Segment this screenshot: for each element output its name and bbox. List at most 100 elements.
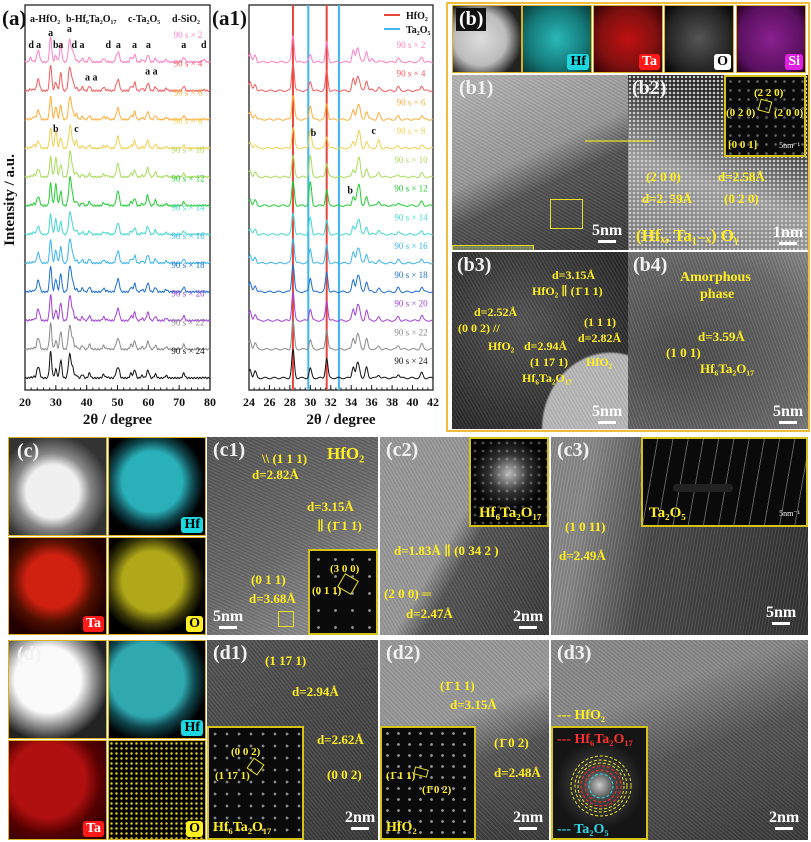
x-tick-label: 70 <box>173 395 185 409</box>
label: (2 2 0) <box>754 87 784 99</box>
panel-label-d1: (d1) <box>213 642 248 664</box>
xrd-trace <box>24 150 211 179</box>
label: (1 17 1) <box>215 770 250 782</box>
panel-label-d: (d) <box>17 643 42 665</box>
phase-label: Hf₆Ta₂O₁₇ <box>213 820 272 835</box>
hrtem-image-c3: (c3) Ta₂O₅ 5nm⁻¹ (1 0 11) d=2.49Å 5nm <box>551 437 808 635</box>
xrd-trace <box>24 294 211 322</box>
eds-map-ta: Ta <box>8 740 107 840</box>
d-spacing-label: d=3.15Å <box>552 268 596 282</box>
scale-bar: 1nm <box>773 225 803 245</box>
eds-map-si: Si <box>736 5 806 73</box>
eds-map-hf: Hf <box>522 5 592 73</box>
peak-annotation: a <box>116 40 121 51</box>
series-label: 90 s × 16 <box>171 231 205 241</box>
hrtem-image-b4: (b4) Amorphous phase d=3.59Å (1 0 1) Hf₆… <box>628 252 808 429</box>
eds-tag-hf: Hf <box>567 54 589 70</box>
plane-label: (0 2 0) <box>724 191 759 206</box>
x-tick-label: 50 <box>112 395 124 409</box>
phase-formula: (Hfₓ, Ta₁₋ₓ) Oᵧ <box>636 226 739 245</box>
label: (1̄ 0 2) <box>422 784 452 796</box>
hrtem-image-b1: (b1) Hf Ta O 5nm <box>452 75 628 250</box>
xrd-trace <box>24 95 211 121</box>
d-spacing-label: d=3.68Å <box>249 591 296 606</box>
peak-annotation: b <box>347 186 353 197</box>
diffraction-rings <box>570 755 632 817</box>
d-spacing-label: d=1.83Å ∥ (0 34 2 ) <box>394 543 499 558</box>
saed-inset-b2: (2 2 0) (0 2 0) (2 0 0) [0 0 1] 5nm⁻¹ <box>724 75 806 157</box>
peak-annotation: d <box>28 40 34 51</box>
peak-annotation: a a <box>85 73 98 84</box>
phase-legend-item: a-HfO₂ <box>30 14 60 25</box>
eds-haadf-image: (b) <box>452 5 522 73</box>
eds-map-ta: Ta <box>8 537 107 635</box>
series-label: 90 s × 24 <box>394 356 428 366</box>
eds-map-o: O <box>108 740 206 840</box>
panel-label-c3: (c3) <box>557 439 590 461</box>
series-label: 90 s × 8 <box>397 126 426 136</box>
xrd-trace <box>248 94 434 121</box>
d-spacing-label: d=2.62Å <box>317 732 364 747</box>
scale-bar: 5nm⁻¹ <box>779 141 800 150</box>
amorphous-label: phase <box>700 287 735 302</box>
hrtem-image-d1: (d1) (1 17 1) d=2.94Å d=2.62Å (0 0 2) (0… <box>207 640 378 840</box>
phase-label: HfO₂ <box>488 339 515 353</box>
x-tick-label: 40 <box>81 395 93 409</box>
series-label: 90 s × 14 <box>394 212 428 222</box>
xrd-charts: 90 s × 2 90 s × 4 90 s × 6 90 s × 8 90 s × 1… <box>2 4 439 428</box>
d-spacing-label: d=2.47Å <box>406 606 453 621</box>
phase-title: HfO₂ <box>327 444 365 463</box>
xrd-trace <box>248 318 434 351</box>
hrtem-image-d3: (d3) --- HfO₂ --- Hf₆Ta₂O₁₇ --- Ta₂O₅ 2n… <box>551 640 808 840</box>
plane-label: (1̄ 1 1) <box>440 678 475 693</box>
x-tick-label: 42 <box>427 395 439 409</box>
phase-label: HfO₂ <box>586 355 613 369</box>
scale-bar: 5nm <box>766 605 796 625</box>
scale-bar: 2nm <box>345 810 375 830</box>
xrd-trace <box>24 65 211 93</box>
panel-label-b3: (b3) <box>457 254 492 276</box>
label: (0 0 2) <box>231 746 261 758</box>
peak-annotation: a <box>67 24 72 35</box>
series-label: 90 s × 18 <box>394 270 428 280</box>
series-label: 90 s × 8 <box>174 116 203 126</box>
saed-inset-d2: (1̄ 1 1) (1̄ 0 2) HfO₂ <box>380 726 476 840</box>
peak-annotation: d <box>201 40 207 51</box>
x-tick-label: 32 <box>325 395 337 409</box>
plane-label: (1 17 1) <box>530 355 568 369</box>
phase-legend-item: b-Hf₆Ta₂O₁₇ <box>66 14 117 25</box>
series-label: 90 s × 18 <box>171 260 205 270</box>
eds-overlay-inset: Hf Ta O <box>452 245 534 250</box>
panel-label-c1: (c1) <box>213 439 246 461</box>
xrd-trace <box>24 265 211 294</box>
peak-annotation: a a <box>145 67 158 78</box>
series-label: 90 s × 24 <box>171 346 205 356</box>
peak-annotation: c <box>74 124 79 135</box>
xrd-trace <box>24 350 211 380</box>
x-tick-label: 40 <box>407 395 419 409</box>
phase-label: Hf₆Ta₂O₁₇ <box>522 371 572 385</box>
hrtem-image-c1: (c1) HfO₂ \\ (1 1 1) d=2.82Å d=3.15Å ∥ (… <box>207 437 378 635</box>
series-label: 90 s × 4 <box>174 59 203 69</box>
peak-annotation: a <box>146 40 151 51</box>
eds-map-ta: Ta <box>593 5 663 73</box>
label: (2 0 0) <box>774 107 804 119</box>
phase-label: HfO₂ <box>386 820 417 835</box>
eds-map-hf: Hf <box>108 640 206 739</box>
fft-inset-c2: Hf₆Ta₂O₁₇ <box>469 437 549 527</box>
label: (0 2 0) <box>726 107 756 119</box>
xrd-trace <box>248 291 434 322</box>
peak-annotation: a <box>48 28 53 39</box>
d-spacing-label: d=2.52Å <box>474 305 518 319</box>
xrd-trace <box>248 153 434 179</box>
scale-bar: 2nm <box>769 810 799 830</box>
x-tick-label: 38 <box>386 395 398 409</box>
x-tick-label: 28 <box>284 395 296 409</box>
xrd-trace <box>248 262 434 294</box>
plane-label: (1 17 1) <box>265 653 307 668</box>
phase-legend-item: c-Ta₂O₅ <box>128 14 160 25</box>
series-label: 90 s × 2 <box>397 40 426 50</box>
phase-label: Hf₆Ta₂O₁₇ <box>479 505 542 521</box>
eds-map-o: O <box>108 537 206 635</box>
legend-label: Ta₂O₅ <box>406 25 431 36</box>
